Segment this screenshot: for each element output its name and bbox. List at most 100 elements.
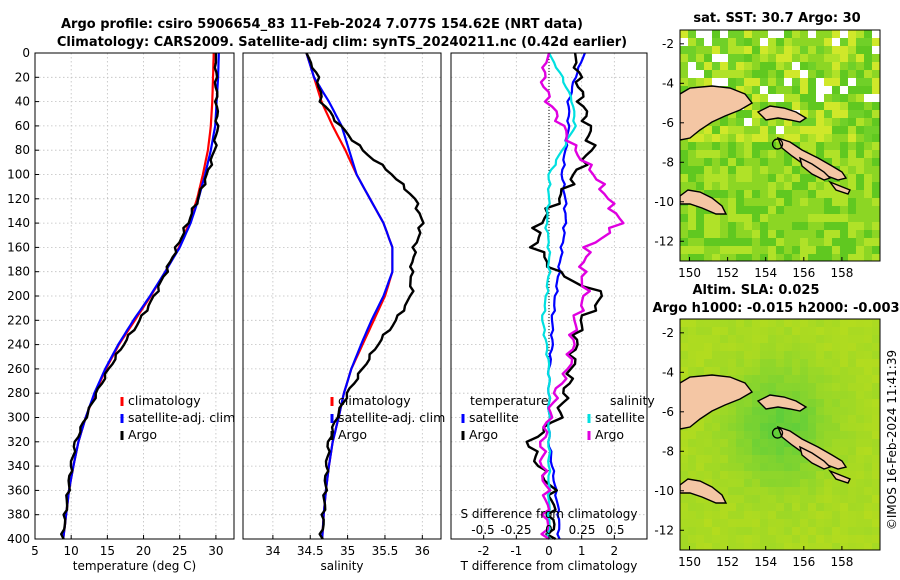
map-cell xyxy=(784,78,793,87)
map-cell xyxy=(816,431,825,440)
map-cell xyxy=(840,503,849,512)
map-cell xyxy=(688,351,697,360)
legend-label-0: satellite xyxy=(469,410,519,425)
map-cell xyxy=(816,222,825,231)
map-cell xyxy=(872,415,880,424)
map-cell xyxy=(816,254,825,261)
map-cell xyxy=(832,102,841,111)
map-cell xyxy=(816,30,825,39)
y-tick-label-13: 260 xyxy=(7,362,30,376)
map-cell xyxy=(872,439,880,448)
map-cell xyxy=(752,38,761,47)
map-cell xyxy=(808,54,817,63)
map-cell xyxy=(816,343,825,352)
map-cell xyxy=(808,383,817,392)
map-cell xyxy=(832,391,841,400)
sla-map-subtitle: Argo h1000: -0.015 h2000: -0.003 xyxy=(652,301,899,316)
map-cell xyxy=(736,126,745,135)
map-cell xyxy=(832,94,841,103)
map-cell xyxy=(824,375,833,384)
map-cell xyxy=(840,423,849,432)
map-cell xyxy=(680,206,689,215)
map-cell xyxy=(688,543,697,550)
map-cell xyxy=(816,511,825,520)
map-cell xyxy=(704,46,713,55)
y-tick-label-10: 200 xyxy=(7,289,30,303)
map-cell xyxy=(760,367,769,376)
map-cell xyxy=(784,479,793,488)
y-tick-label-6: 120 xyxy=(7,192,30,206)
legend-label-1: Argo xyxy=(469,427,498,442)
map-cell xyxy=(768,86,777,95)
legend-t-header: temperature xyxy=(470,393,549,408)
map-cell xyxy=(864,110,873,119)
map-cell xyxy=(816,78,825,87)
map-cell xyxy=(792,479,801,488)
map-cell xyxy=(768,415,777,424)
map-cell xyxy=(744,455,753,464)
map-cell xyxy=(680,78,689,87)
map-cell xyxy=(832,70,841,79)
map-cell xyxy=(736,343,745,352)
map-cell xyxy=(720,439,729,448)
map-cell xyxy=(744,30,753,39)
top-x-tick-label-3: 0.25 xyxy=(569,523,596,537)
map-cell xyxy=(800,222,809,231)
map-cell xyxy=(728,110,737,119)
map-cell xyxy=(824,62,833,71)
map-cell xyxy=(792,415,801,424)
map-cell xyxy=(728,134,737,143)
map-cell xyxy=(720,431,729,440)
map-cell xyxy=(856,503,865,512)
map-cell xyxy=(800,118,809,127)
top-x-tick-label-1: -0.25 xyxy=(500,523,531,537)
map-cell xyxy=(800,230,809,239)
map-cell xyxy=(856,487,865,496)
map-cell xyxy=(736,471,745,480)
map-cell xyxy=(752,62,761,71)
map-cell xyxy=(848,343,857,352)
map-cell xyxy=(808,319,817,328)
map-cell xyxy=(800,54,809,63)
map-cell xyxy=(800,503,809,512)
map-cell xyxy=(720,70,729,79)
map-cell xyxy=(712,158,721,167)
y-tick-label-11: 220 xyxy=(7,313,30,327)
map-cell xyxy=(680,343,689,352)
map-cell xyxy=(872,254,880,261)
map-cell xyxy=(856,142,865,151)
map-cell xyxy=(760,198,769,207)
map-cell xyxy=(752,214,761,223)
map-cell xyxy=(848,206,857,215)
map-cell xyxy=(840,46,849,55)
map-cell xyxy=(768,423,777,432)
map-cell xyxy=(848,535,857,544)
temperature-legend: climatology satellite-adj. clim Argo xyxy=(120,393,235,442)
map-cell xyxy=(824,391,833,400)
map-cell xyxy=(760,447,769,456)
map-cell xyxy=(704,78,713,87)
map-cell xyxy=(832,86,841,95)
map-cell xyxy=(712,214,721,223)
map-cell xyxy=(776,46,785,55)
map-cell xyxy=(776,503,785,512)
map-cell xyxy=(720,327,729,336)
map-cell xyxy=(864,391,873,400)
map-cell xyxy=(752,439,761,448)
map-cell xyxy=(704,335,713,344)
map-cell xyxy=(712,423,721,432)
map-cell xyxy=(744,158,753,167)
map-cell xyxy=(824,439,833,448)
map-cell xyxy=(792,519,801,528)
map-cell xyxy=(840,62,849,71)
map-cell xyxy=(808,367,817,376)
map-cell xyxy=(816,415,825,424)
map-cell xyxy=(728,407,737,416)
map-cell xyxy=(752,463,761,472)
map-cell xyxy=(760,327,769,336)
map-cell xyxy=(872,463,880,472)
map-cell xyxy=(864,182,873,191)
map-cell xyxy=(752,206,761,215)
map-cell xyxy=(872,86,880,95)
map-cell xyxy=(736,319,745,328)
